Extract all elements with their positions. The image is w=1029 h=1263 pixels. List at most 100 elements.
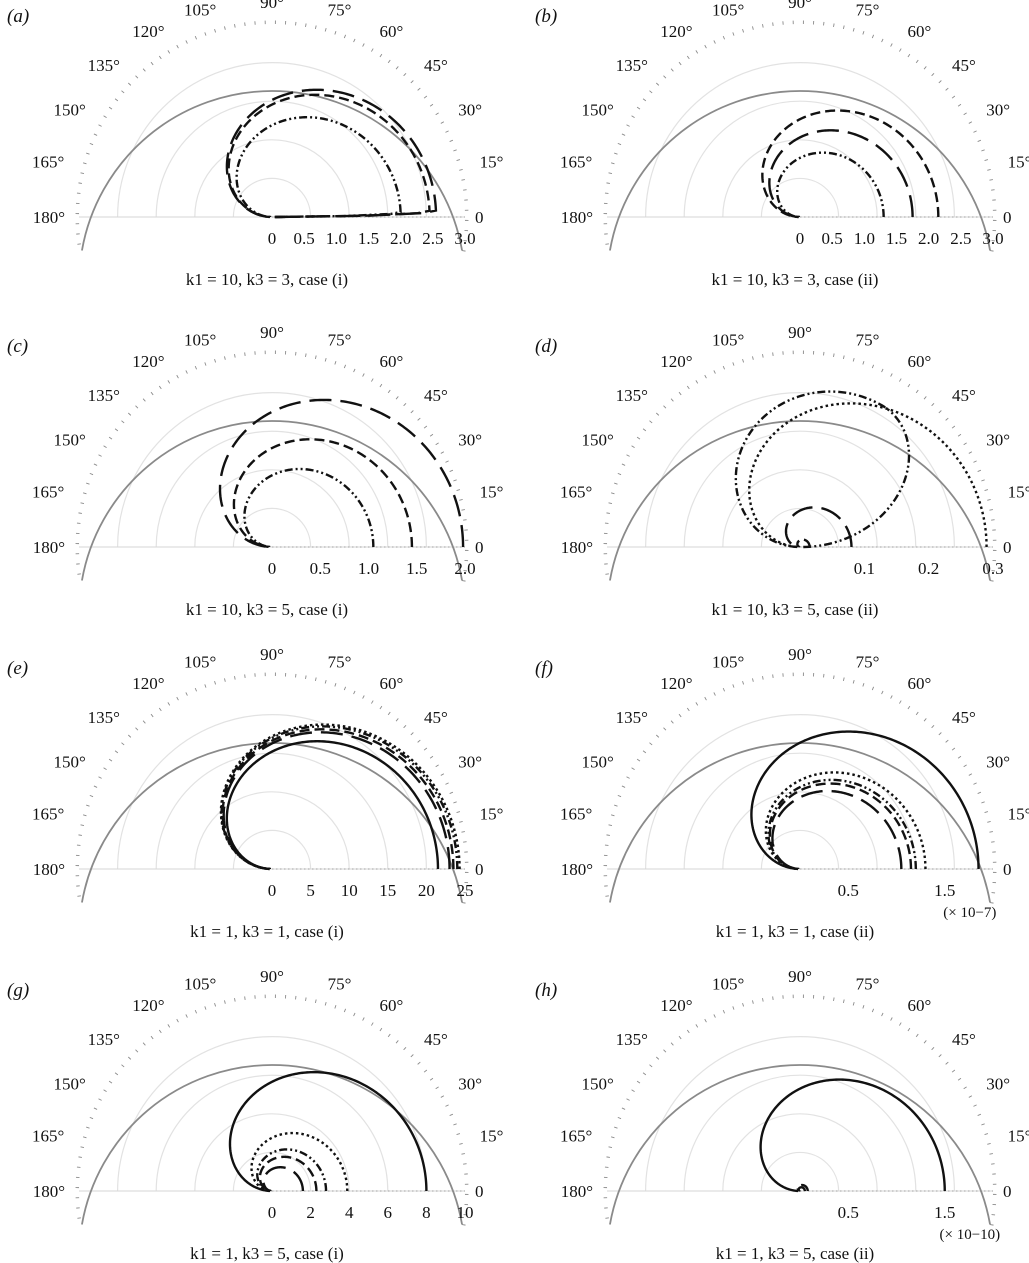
angle-tick <box>214 358 217 363</box>
angle-tick <box>989 831 993 833</box>
angle-tick <box>214 28 217 33</box>
angle-tick <box>150 391 154 396</box>
radial-tick-label: 2.0 <box>454 559 475 578</box>
series-curve-dash <box>761 109 940 219</box>
angle-tick <box>417 87 421 91</box>
grid-circle <box>155 100 389 218</box>
angle-tick <box>678 61 682 66</box>
angle-tick <box>951 1069 956 1073</box>
angle-tick <box>704 1018 707 1023</box>
grid-circle <box>722 1113 878 1192</box>
angle-label: 45° <box>952 386 976 405</box>
angle-tick <box>362 695 365 699</box>
angle-label: 15° <box>480 152 504 171</box>
angle-tick <box>923 1040 927 1044</box>
series-curve-dash-dot-dot <box>776 151 885 219</box>
radial-tick-label: 1.5 <box>358 229 379 248</box>
angle-label: 150° <box>581 753 613 772</box>
grid-circle <box>683 100 917 218</box>
radial-tick-label: 3.0 <box>454 229 475 248</box>
angle-tick <box>606 834 611 836</box>
angle-tick <box>395 1040 399 1044</box>
angle-label: 105° <box>184 330 216 349</box>
outer-arc <box>609 742 991 903</box>
panel-letter: (a) <box>7 6 29 27</box>
angle-tick <box>121 1064 125 1068</box>
angle-tick <box>395 396 399 400</box>
angle-tick <box>429 1077 434 1081</box>
angle-label: 30° <box>458 1075 482 1094</box>
angle-tick <box>234 676 236 680</box>
angle-label: 150° <box>581 1075 613 1094</box>
angle-tick <box>636 106 641 110</box>
angle-tick <box>194 365 198 370</box>
angle-tick <box>176 1018 179 1023</box>
angle-tick <box>127 412 132 416</box>
angle-tick <box>108 106 113 110</box>
angle-tick <box>362 1017 365 1021</box>
angle-tick <box>742 680 745 685</box>
angle-label: 75° <box>856 330 880 349</box>
angle-tick <box>649 420 653 424</box>
radial-tick-label: 10 <box>457 1203 474 1222</box>
polar-panel-d: 0 15° 30° 45° 60° 75° 90° 105° 120° 135° 150° 165° 1… <box>535 323 1029 619</box>
grid-circle <box>155 430 389 548</box>
angle-tick <box>915 59 919 64</box>
angle-tick <box>989 580 994 582</box>
panel-caption: k1 = 10, k3 = 3, case (ii) <box>712 270 879 289</box>
angle-tick <box>353 690 356 695</box>
polar-panel-f: 0 15° 30° 45° 60° 75° 90° 105° 120° 135° 150° 165° 1… <box>535 645 1029 941</box>
angle-tick <box>973 130 977 133</box>
angle-tick <box>80 502 85 505</box>
angle-label: 120° <box>660 352 692 371</box>
angle-tick <box>833 675 835 680</box>
angle-tick <box>387 389 391 394</box>
angle-tick <box>403 402 407 407</box>
angle-tick <box>686 55 690 60</box>
angle-tick <box>353 38 356 43</box>
grid-circle <box>722 139 878 218</box>
angle-tick <box>938 80 942 84</box>
grid-circle <box>760 177 840 218</box>
angle-tick <box>957 103 962 107</box>
polar-panel-c: 0 15° 30° 45° 60° 75° 90° 105° 120° 135° 150° 165° 1… <box>7 323 503 619</box>
grid-circle <box>722 791 878 870</box>
angle-label: 15° <box>480 482 504 501</box>
angle-tick <box>449 1113 454 1117</box>
angle-tick <box>987 821 991 823</box>
angle-tick <box>871 34 875 39</box>
angle-tick <box>461 179 465 181</box>
angle-label: 135° <box>88 708 120 727</box>
angle-tick <box>907 383 911 388</box>
angle-tick <box>984 811 989 814</box>
angle-tick <box>951 747 956 751</box>
angle-tick <box>968 451 973 454</box>
angle-tick <box>167 1024 171 1028</box>
angle-tick <box>204 1006 207 1010</box>
radial-tick-label: 1.0 <box>854 229 875 248</box>
angle-label: 135° <box>88 1030 120 1049</box>
angle-tick <box>343 34 347 39</box>
angle-tick <box>423 1069 428 1073</box>
angle-tick <box>142 68 146 72</box>
angle-tick <box>713 370 716 374</box>
angle-tick <box>185 1014 188 1018</box>
angle-tick <box>234 24 236 28</box>
angle-label: 75° <box>328 974 352 993</box>
angle-label: 180° <box>33 538 65 557</box>
angle-label: 90° <box>260 967 284 986</box>
angle-tick <box>80 1146 85 1149</box>
angle-tick <box>417 739 421 743</box>
panel-caption: k1 = 1, k3 = 5, case (ii) <box>716 1244 874 1263</box>
angle-label: 60° <box>380 352 404 371</box>
angle-tick <box>305 675 307 680</box>
angle-tick <box>722 365 726 370</box>
angle-label: 60° <box>908 996 932 1015</box>
angle-tick <box>435 442 439 446</box>
angle-tick <box>185 40 188 44</box>
angle-label: 45° <box>424 708 448 727</box>
angle-tick <box>461 831 465 833</box>
series-curve-long-dash <box>262 1166 305 1192</box>
angle-tick <box>642 428 647 432</box>
angle-tick <box>103 445 107 448</box>
